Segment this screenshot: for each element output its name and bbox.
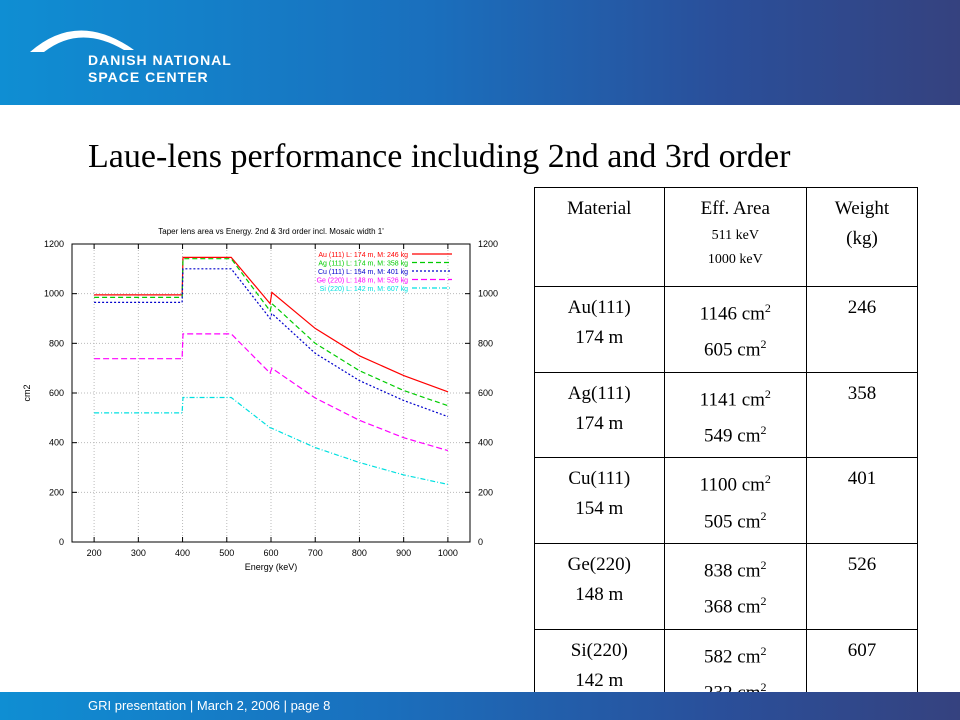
- chart-title: Taper lens area vs Energy. 2nd & 3rd ord…: [158, 227, 384, 236]
- x-tick-label: 800: [352, 548, 367, 558]
- y-tick-label-right: 0: [478, 537, 483, 547]
- legend-label: Si (220) L: 142 m, M: 607 kg: [320, 286, 408, 293]
- legend-label: Ge (220) L: 148 m, M: 526 kg: [317, 278, 409, 285]
- table-row: Cu(111) 154 m 1100 cm2 505 cm2 401: [534, 457, 918, 544]
- y-tick-label-right: 1000: [478, 289, 498, 299]
- table-row: Ge(220) 148 m 838 cm2 368 cm2 526: [534, 542, 918, 630]
- y-tick-label-right: 800: [478, 338, 493, 348]
- cell-eff-area: 1146 cm2 605 cm2: [663, 286, 808, 373]
- y-tick-label: 600: [49, 388, 64, 398]
- cell-eff-area: 1141 cm2 549 cm2: [663, 371, 808, 459]
- header-material: Material: [534, 187, 665, 287]
- y-tick-label-right: 600: [478, 388, 493, 398]
- x-tick-label: 300: [131, 548, 146, 558]
- x-tick-label: 700: [308, 548, 323, 558]
- slide-title: Laue-lens performance including 2nd and …: [88, 138, 791, 175]
- legend-label: Ag (111) L: 174 m, M: 358 kg: [318, 261, 408, 268]
- logo-line1: DANISH NATIONAL: [88, 52, 232, 68]
- y-tick-label: 0: [59, 537, 64, 547]
- legend-label: Au (111) L: 174 m, M: 246 kg: [318, 252, 408, 259]
- x-axis-label: Energy (keV): [245, 562, 298, 572]
- logo-arc-icon: [30, 30, 134, 52]
- y-tick-label: 1000: [44, 289, 64, 299]
- cell-material: Ge(220) 148 m: [534, 542, 665, 630]
- cell-eff-area: 1100 cm2 505 cm2: [663, 457, 808, 544]
- cell-weight: 358: [806, 371, 918, 459]
- header-banner: DANISH NATIONAL SPACE CENTER: [0, 0, 960, 105]
- y-tick-label-right: 1200: [478, 239, 498, 249]
- y-tick-label: 200: [49, 487, 64, 497]
- y-tick-label: 1200: [44, 239, 64, 249]
- cell-material: Cu(111) 154 m: [534, 457, 665, 544]
- legend-label: Cu (111) L: 154 m, M: 401 kg: [318, 269, 408, 276]
- x-tick-label: 600: [263, 548, 278, 558]
- header-eff-area: Eff. Area 511 keV 1000 keV: [663, 187, 808, 287]
- table-row: Au(111) 174 m 1146 cm2 605 cm2 246: [534, 286, 918, 373]
- cell-material: Au(111) 174 m: [534, 286, 665, 373]
- y-tick-label-right: 400: [478, 438, 493, 448]
- y-tick-label: 400: [49, 438, 64, 448]
- cell-weight: 401: [806, 457, 918, 544]
- series-line: [94, 333, 449, 452]
- cell-material: Ag(111) 174 m: [534, 371, 665, 459]
- y-tick-label-right: 200: [478, 487, 493, 497]
- y-axis-label: cm2: [22, 384, 32, 401]
- table-row: Ag(111) 174 m 1141 cm2 549 cm2 358: [534, 371, 918, 459]
- x-tick-label: 1000: [438, 548, 458, 558]
- y-tick-label: 800: [49, 338, 64, 348]
- series-line: [94, 396, 449, 485]
- series-line: [94, 268, 449, 418]
- footer-text: GRI presentation | March 2, 2006 | page …: [88, 698, 331, 713]
- logo-text: DANISH NATIONAL SPACE CENTER: [88, 52, 232, 86]
- line-chart: 200 300 400 500 600 700 800 900 1000 0 0 200 200 400 4…: [22, 227, 498, 572]
- header-weight: Weight (kg): [806, 187, 918, 287]
- x-tick-label: 900: [396, 548, 411, 558]
- footer-bar: GRI presentation | March 2, 2006 | page …: [0, 692, 960, 720]
- table-header-row: Material Eff. Area 511 keV 1000 keV Weig…: [534, 187, 918, 287]
- x-tick-label: 500: [219, 548, 234, 558]
- cell-weight: 246: [806, 286, 918, 373]
- x-tick-label: 400: [175, 548, 190, 558]
- cell-weight: 526: [806, 542, 918, 630]
- x-tick-label: 200: [87, 548, 102, 558]
- series-line: [94, 256, 449, 393]
- cell-eff-area: 838 cm2 368 cm2: [663, 542, 808, 630]
- logo-line2: SPACE CENTER: [88, 69, 209, 85]
- chart-container: 200 300 400 500 600 700 800 900 1000 0 0 200 200 400 4…: [0, 212, 520, 582]
- performance-table: Material Eff. Area 511 keV 1000 keV Weig…: [534, 187, 918, 716]
